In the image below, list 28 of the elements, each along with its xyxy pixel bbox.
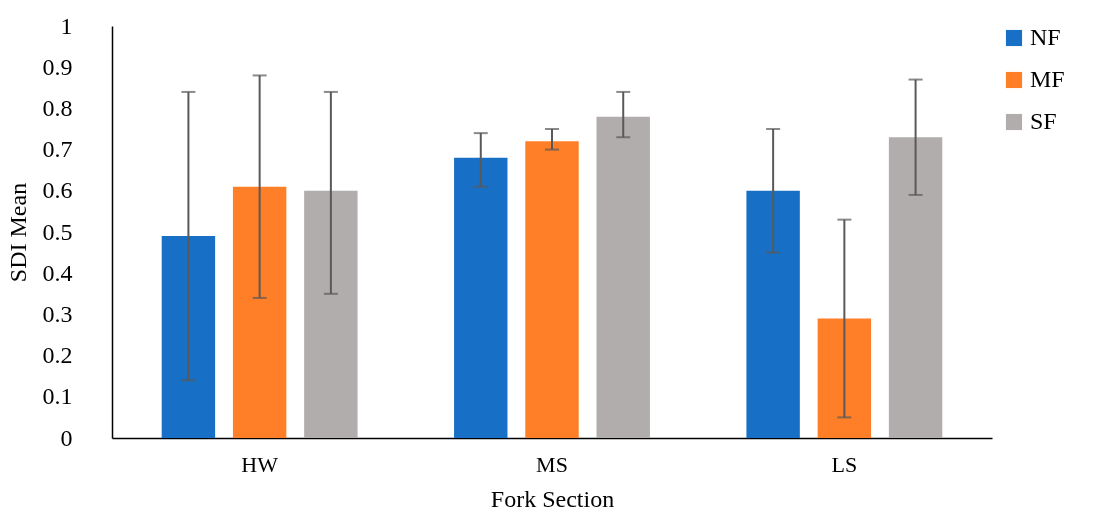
bar bbox=[161, 236, 216, 438]
x-tick-label: MS bbox=[536, 451, 568, 477]
legend-label: SF bbox=[1030, 108, 1057, 134]
y-tick-label: 0.1 bbox=[42, 383, 73, 410]
y-tick-label: 0.3 bbox=[42, 300, 73, 327]
y-tick-label: 1 bbox=[60, 12, 73, 39]
y-tick-label: 0.9 bbox=[42, 53, 73, 80]
y-tick-label: 0.6 bbox=[42, 177, 73, 204]
x-tick-label: HW bbox=[241, 451, 279, 477]
legend-label: NF bbox=[1030, 24, 1061, 50]
y-tick-label: 0.4 bbox=[42, 259, 73, 286]
y-tick-label: 0 bbox=[60, 424, 73, 451]
bar bbox=[525, 141, 579, 438]
bar bbox=[746, 190, 800, 438]
bar bbox=[232, 186, 287, 438]
bar bbox=[596, 116, 650, 438]
bar bbox=[817, 318, 872, 438]
y-axis-title: SDI Mean bbox=[4, 182, 31, 283]
y-tick-label: 0.7 bbox=[42, 136, 73, 163]
y-tick-label: 0.8 bbox=[42, 94, 73, 121]
y-tick-label: 0.2 bbox=[42, 342, 73, 369]
y-tick-label: 0.5 bbox=[42, 218, 73, 245]
bar bbox=[304, 190, 358, 438]
x-tick-label: LS bbox=[831, 451, 858, 477]
x-axis-title: Fork Section bbox=[490, 485, 615, 512]
legend-label: MF bbox=[1030, 66, 1065, 92]
bar bbox=[454, 157, 508, 438]
bar bbox=[888, 137, 943, 438]
